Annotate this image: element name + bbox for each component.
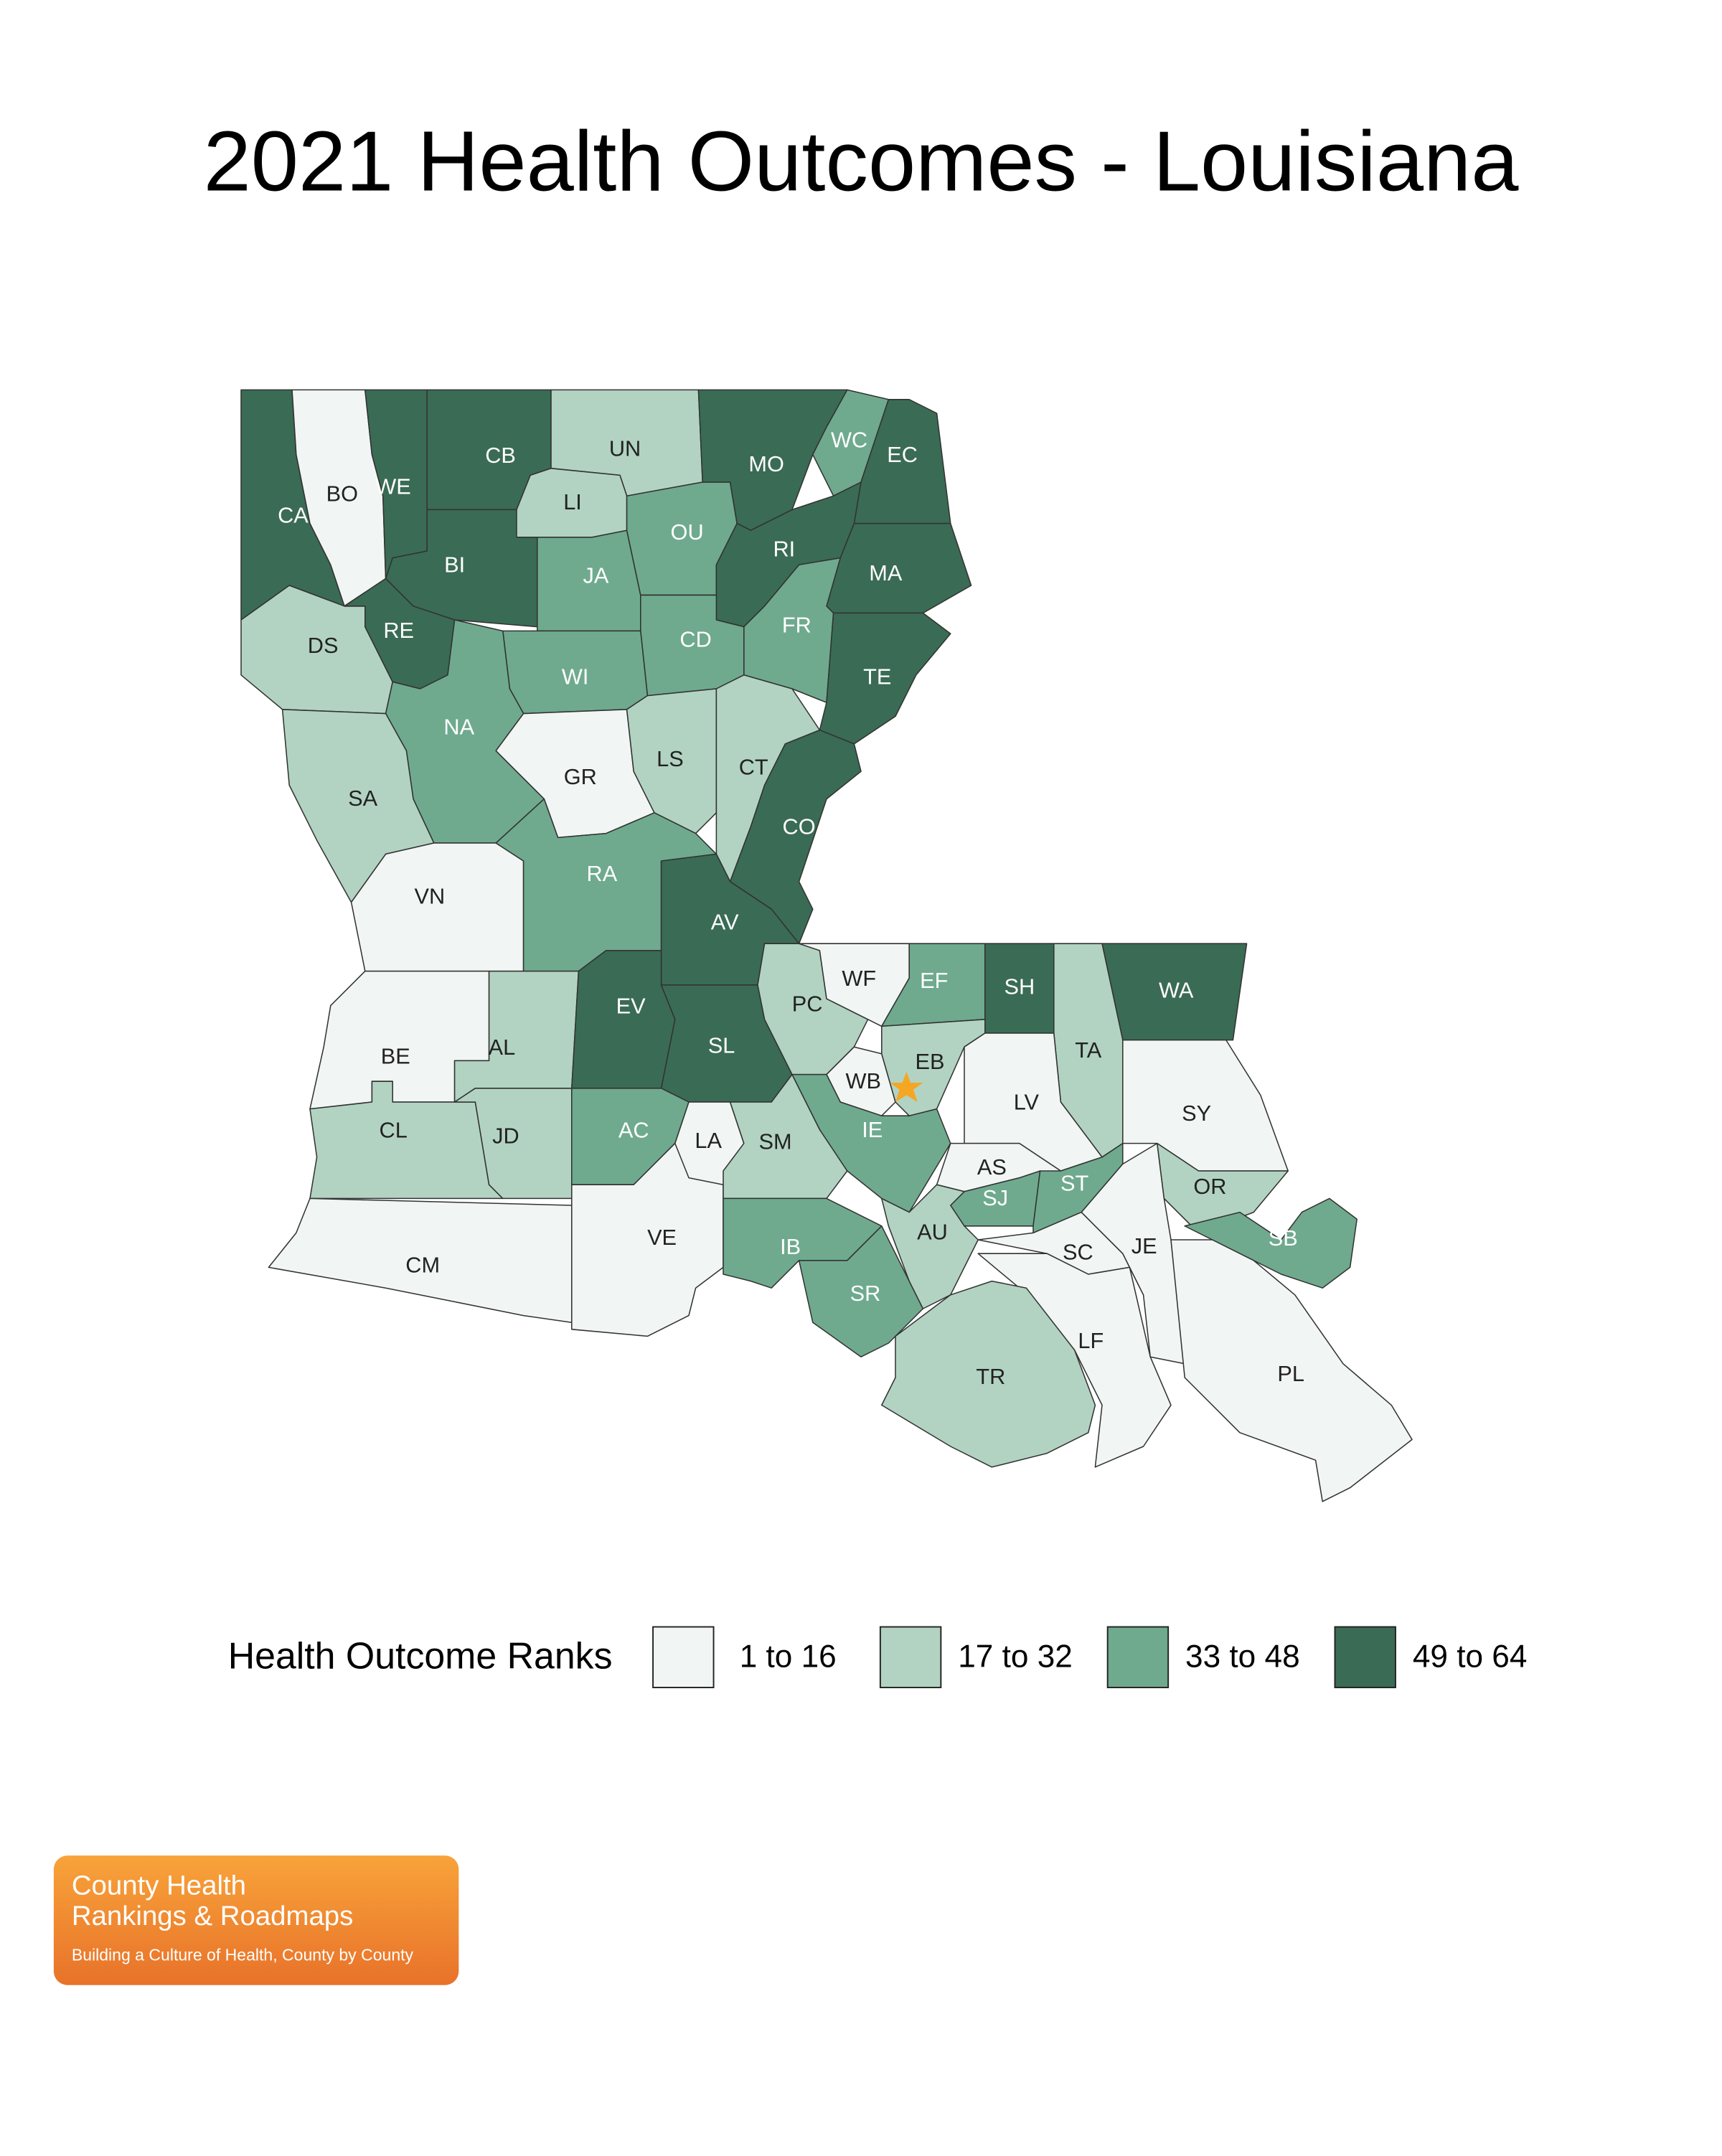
parish-label: GR [564, 764, 597, 789]
parish-label: AC [618, 1118, 649, 1143]
title: 2021 Health Outcomes - Louisiana [204, 114, 1520, 210]
parish-label: EC [887, 442, 918, 467]
parish-label: LI [563, 489, 582, 514]
parish-label: OU [671, 519, 704, 545]
parish-label: WB [845, 1068, 880, 1093]
parish-label: WF [842, 966, 876, 991]
parish-label: CA [278, 502, 309, 527]
parish-label: BI [444, 552, 465, 577]
parish-label: PL [1277, 1361, 1304, 1386]
parish-label: IB [780, 1234, 801, 1259]
parish-label: AV [711, 910, 739, 935]
parish [723, 1073, 848, 1200]
parish [881, 1184, 979, 1309]
parish-label: JE [1131, 1233, 1157, 1258]
parish [743, 557, 841, 703]
legend-swatch [879, 1626, 942, 1688]
parish-label: SC [1063, 1239, 1093, 1264]
parish-labels: CA BO WE CB BI UN LI JA OU MO WC EC RI MA FR CD TE DS RE WI… [278, 427, 1304, 1389]
legend-swatch [652, 1626, 715, 1688]
logo-line: County Health [72, 1870, 246, 1901]
parish-label: LF [1078, 1328, 1104, 1353]
parish [729, 729, 862, 944]
parish-label: WE [375, 474, 410, 499]
capital-star [890, 1071, 923, 1102]
parish-label: SA [348, 786, 377, 811]
parish-label: PC [792, 992, 823, 1017]
parish-label: JA [583, 562, 608, 588]
parish-label: EF [920, 968, 948, 993]
parish-label: RE [383, 618, 414, 643]
parish [977, 1253, 1172, 1468]
legend-label: 33 to 48 [1185, 1639, 1300, 1674]
parish-label: SL [708, 1032, 735, 1058]
parish-label: AL [489, 1035, 516, 1060]
parish-label: MA [869, 560, 903, 585]
parish-label: DS [308, 633, 339, 658]
logo-line: Rankings & Roadmaps [72, 1901, 353, 1931]
parish [1170, 1239, 1413, 1502]
parish-label: SM [758, 1129, 791, 1154]
parish-label: LV [1014, 1090, 1040, 1115]
parish-label: IE [862, 1117, 883, 1142]
parish-label: SB [1269, 1225, 1298, 1251]
parish-label: FR [782, 613, 811, 638]
parish-label: ST [1060, 1170, 1088, 1195]
parish-label: EV [616, 993, 646, 1018]
parish [1157, 1142, 1289, 1234]
parish-label: TR [976, 1364, 1005, 1389]
parish-label: JD [492, 1123, 519, 1148]
parish-label: TA [1075, 1037, 1101, 1063]
legend-swatch [1106, 1626, 1170, 1688]
parish-label: VE [647, 1225, 677, 1250]
parish-label: CB [485, 443, 516, 468]
parish-label: RI [773, 536, 795, 561]
parish [819, 612, 951, 745]
parish-label: AS [977, 1154, 1007, 1180]
legend-label: 17 to 32 [958, 1639, 1073, 1674]
parish-label: CO [783, 814, 816, 839]
parish [453, 1088, 573, 1200]
parish-label: SJ [982, 1185, 1008, 1210]
legend-title: Health Outcome Ranks [228, 1634, 613, 1676]
parish [881, 1280, 1096, 1468]
parish [791, 1073, 951, 1213]
parish-label: UN [609, 436, 641, 461]
logo-box [53, 1855, 459, 1985]
parish-label: BO [326, 481, 358, 506]
parish-label: WI [562, 664, 589, 689]
legend-swatch [1334, 1626, 1396, 1688]
parish-label: SR [850, 1281, 881, 1306]
parish-label: LA [695, 1128, 722, 1153]
parish [571, 950, 676, 1089]
legend: 1 to 16 17 to 32 33 to 48 49 to 64 [652, 1626, 1528, 1688]
parish-label: SH [1004, 974, 1035, 999]
parish-label: LS [657, 746, 684, 771]
parish-label: CD [679, 626, 711, 651]
parishes [240, 389, 1413, 1502]
parish-label: EB [916, 1049, 945, 1074]
parish [626, 688, 718, 834]
parish-label: SY [1182, 1101, 1211, 1126]
parish-label: BE [381, 1044, 410, 1069]
parish-label: TE [863, 664, 891, 689]
parish-label: AU [917, 1219, 948, 1244]
parish-label: MO [748, 451, 784, 476]
legend-label: 49 to 64 [1413, 1639, 1528, 1674]
parish-label: CM [405, 1252, 440, 1277]
parish-label: RA [587, 861, 618, 886]
parish-label: CT [739, 754, 768, 779]
legend-label: 1 to 16 [740, 1639, 837, 1674]
parish-label: OR [1193, 1174, 1226, 1199]
logo-tagline: Building a Culture of Health, County by … [72, 1945, 414, 1964]
parish-label: VN [414, 883, 445, 908]
parish-label: WC [831, 427, 867, 452]
parish-label: CL [380, 1117, 408, 1142]
parish-label: NA [443, 714, 474, 739]
parish-label: WA [1159, 978, 1194, 1003]
